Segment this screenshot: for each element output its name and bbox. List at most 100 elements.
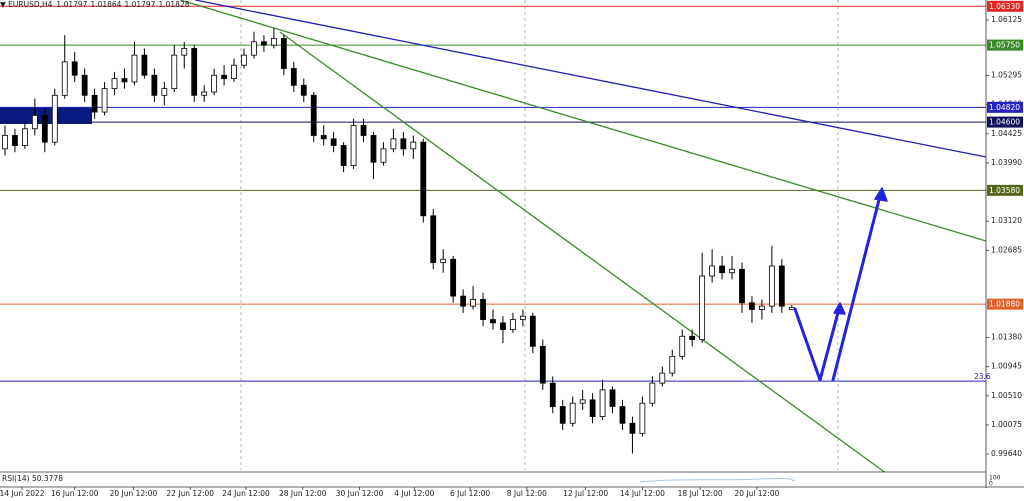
symbol: EURUSD,H4 (8, 0, 52, 9)
candle-body (121, 78, 128, 83)
candle-body (739, 268, 745, 304)
candle-body (181, 48, 188, 56)
candle-body (241, 54, 247, 66)
candle-body (320, 135, 327, 140)
candle-body (549, 382, 556, 407)
level-label-box (987, 116, 1023, 128)
candle-body (669, 355, 676, 374)
candle-body (151, 74, 158, 96)
candle-body (61, 61, 68, 96)
candle-body (280, 38, 287, 69)
candle-body (171, 54, 178, 90)
level-label: 1.05750 (989, 41, 1020, 50)
y-tick-label: 1.00510 (991, 391, 1022, 400)
fib-label: 23.6 (974, 372, 991, 381)
candle-body (729, 268, 735, 274)
level-label: 1.04820 (989, 103, 1020, 112)
candle-body (300, 84, 307, 96)
level-label-box (987, 0, 1023, 12)
y-tick-label: 1.03120 (991, 216, 1022, 225)
candle-body (410, 141, 417, 150)
candle-body (51, 94, 58, 143)
x-tick-label: 4 Jul 12:00 (394, 489, 434, 498)
x-tick-label: 22 Jun 12:00 (166, 489, 214, 498)
y-tick-label: 1.04425 (991, 129, 1022, 138)
candle-body (529, 315, 536, 347)
x-tick-label: 8 Jul 12:00 (507, 489, 547, 498)
candle-body (430, 215, 437, 264)
y-tick-label: 1.00945 (991, 362, 1022, 371)
candle-body (360, 125, 367, 136)
candles-layer (2, 28, 795, 454)
candle-body (768, 265, 775, 307)
candle-body (609, 389, 616, 407)
rsi-label: RSI(14) 50.3778 (2, 474, 63, 483)
candle-body (569, 402, 576, 424)
projection-arrows (793, 187, 888, 382)
candle-body (111, 78, 118, 90)
y-tick-label: 1.06125 (991, 15, 1022, 24)
y-tick-label: 1.02685 (991, 245, 1022, 254)
level-label: 1.04600 (989, 118, 1020, 127)
x-tick-label: 18 Jul 12:00 (678, 489, 723, 498)
candle-body (251, 41, 257, 56)
candle-body (649, 382, 656, 404)
candle-body (440, 258, 447, 264)
high-value: 1.01864 (90, 0, 121, 9)
level-label-box (987, 39, 1023, 51)
candle-body (699, 275, 706, 341)
level-label-box (987, 298, 1023, 310)
arrow-path (793, 303, 842, 382)
candle-body (709, 265, 716, 277)
candle-body (749, 302, 755, 310)
candle-body (340, 145, 347, 166)
candle-body (131, 54, 138, 83)
header: ▼ EURUSD,H4 1.01797 1.01864 1.01797 1.01828 (0, 0, 190, 9)
candle-body (470, 299, 476, 307)
level-label: 1.03580 (989, 186, 1020, 195)
rsi-scale: 100 (989, 475, 1001, 482)
x-tick-label: 12 Jul 12:00 (563, 489, 608, 498)
candle-body (778, 265, 785, 307)
open-value: 1.01797 (56, 0, 87, 9)
x-tick-label: 16 Jun 12:00 (51, 489, 99, 498)
candle-body (559, 406, 566, 424)
x-tick-label: 24 Jun 12:00 (222, 489, 270, 498)
candle-body (12, 135, 18, 146)
y-tick-label: 0.99640 (991, 449, 1022, 458)
header-arrow: ▼ (0, 0, 8, 9)
candle-body (480, 299, 486, 320)
candle-body (510, 319, 516, 330)
rsi-line (639, 477, 796, 483)
candle-body (599, 389, 606, 417)
candle-body (330, 138, 337, 146)
candle-body (629, 422, 636, 434)
candle-body (579, 399, 586, 404)
candle-body (201, 91, 208, 96)
levels-layer (0, 0, 987, 473)
candle-body (71, 61, 78, 76)
candle-body (221, 74, 227, 79)
trend-line (279, 31, 885, 473)
candle-body (191, 48, 198, 96)
candle-body (31, 114, 38, 130)
candle-body (91, 94, 98, 113)
candle-body (639, 402, 646, 434)
candle-body (270, 38, 277, 46)
trend-line (195, 0, 987, 158)
candle-body (460, 295, 467, 307)
candle-body (759, 305, 765, 310)
candle-body (161, 88, 168, 96)
x-tick-label: 28 Jun 12:00 (279, 489, 327, 498)
x-tick-label: 20 Jun 12:00 (110, 489, 158, 498)
candle-body (370, 135, 377, 163)
candle-body (719, 265, 725, 274)
candle-body (450, 258, 457, 297)
level-label-box (987, 184, 1023, 196)
x-tick-label: 14 Jun 2022 (0, 489, 45, 498)
candle-body (41, 114, 48, 143)
candle-body (261, 41, 267, 46)
candle-body (231, 64, 237, 79)
